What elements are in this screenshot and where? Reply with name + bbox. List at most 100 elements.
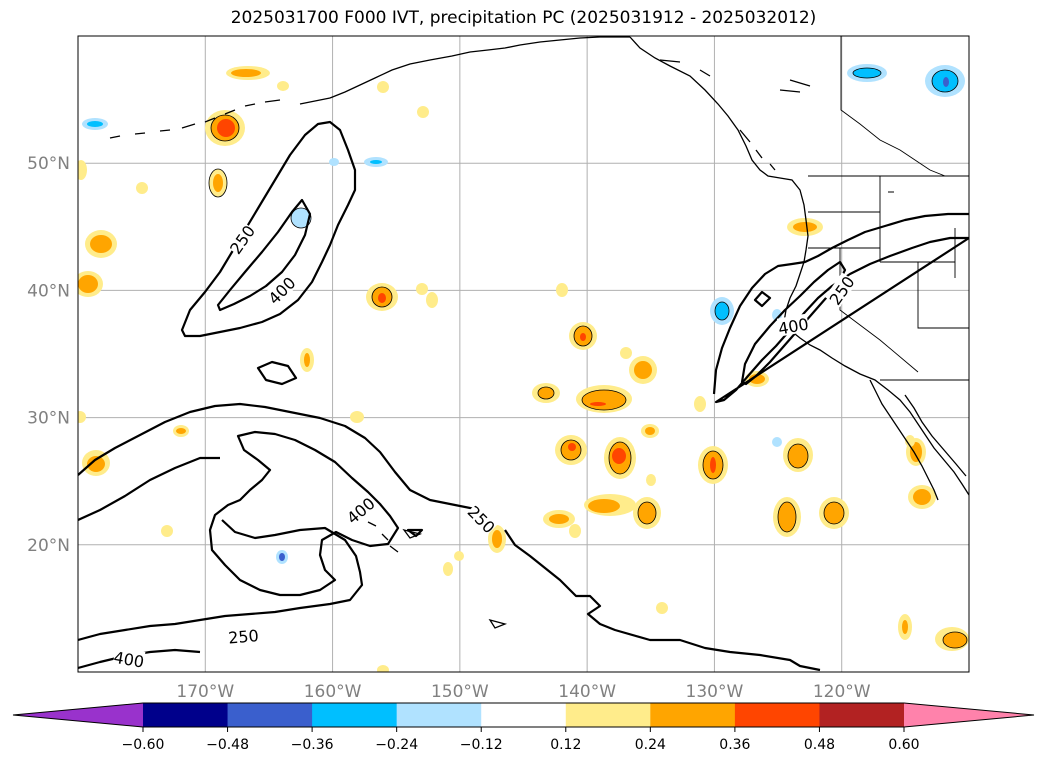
precip-blob — [290, 207, 312, 229]
bc-islands — [659, 59, 811, 171]
precip-blob — [772, 437, 782, 447]
precip-blob — [370, 160, 382, 164]
precip-blob — [78, 275, 98, 293]
precip-blob — [417, 106, 429, 118]
precip-blob — [329, 158, 339, 166]
precip-blob — [161, 525, 173, 537]
colorbar-tick-label: −0.12 — [460, 737, 503, 753]
small-island — [488, 618, 508, 629]
precip-blob — [793, 222, 817, 232]
longitude-tick-labels: 170°W 160°W 150°W 140°W 130°W 120°W — [176, 682, 870, 702]
precip-blob — [443, 562, 453, 576]
precip-blob — [910, 442, 922, 462]
precip-blob — [350, 411, 364, 423]
precip-blob — [772, 309, 782, 321]
precip-blob — [714, 301, 730, 321]
colorbar-tick-label: 0.36 — [719, 737, 750, 753]
lon-tick-label: 160°W — [304, 682, 362, 702]
ivt-contour-400 — [740, 260, 847, 386]
aleutian-islands — [109, 99, 281, 139]
precip-blob — [852, 67, 882, 79]
precip-blob — [905, 435, 915, 447]
colorbar-segment — [396, 703, 482, 727]
precip-blob — [78, 160, 87, 180]
precip-blob — [749, 374, 765, 384]
precip-blob — [277, 81, 289, 91]
contour-label-background — [227, 625, 260, 646]
colorbar-tick-label: −0.48 — [206, 737, 249, 753]
alaska-coast — [329, 36, 630, 99]
precip-blob — [620, 347, 632, 359]
precip-blob — [588, 499, 620, 513]
precip-blob — [645, 427, 655, 435]
contour-label: 400 — [112, 648, 145, 672]
precip-blob — [694, 396, 706, 412]
ivt-contour-400 — [216, 198, 312, 312]
ivt-contour-400 — [208, 430, 400, 597]
lon-tick-label: 120°W — [813, 682, 871, 702]
precip-blob — [637, 501, 657, 525]
colorbar-extend-max — [904, 703, 1034, 727]
precip-blob — [78, 411, 86, 423]
colorbar-tick-label: −0.36 — [291, 737, 334, 753]
precip-blob — [304, 353, 310, 367]
coastlines — [109, 36, 969, 629]
ivt-contour-250 — [712, 212, 969, 404]
gridlines — [78, 36, 969, 672]
lon-tick-label: 130°W — [686, 682, 744, 702]
hawaii-islands — [367, 521, 423, 553]
lat-tick-label: 20°N — [27, 536, 70, 556]
precipitation-anomaly-field — [78, 64, 969, 672]
precip-blob — [634, 361, 652, 379]
lon-tick-label: 150°W — [431, 682, 489, 702]
precip-blob — [777, 501, 797, 533]
ivt-contour-250 — [78, 456, 364, 642]
precip-blob — [913, 489, 931, 505]
map-title: 2025031700 F000 IVT, precipitation PC (2… — [230, 8, 817, 28]
precip-blob — [377, 665, 389, 672]
colorbar-tick-label: 0.60 — [888, 737, 919, 753]
precip-blob — [217, 119, 235, 137]
precip-blob — [646, 474, 656, 486]
colorbar-segment — [481, 703, 567, 727]
precip-blob — [377, 81, 389, 93]
precip-blob — [787, 443, 809, 469]
colorbar-segment — [734, 703, 820, 727]
precip-blob — [590, 402, 606, 406]
precip-blob — [416, 283, 428, 295]
ivt-contour-400 — [406, 528, 424, 538]
contour-label-background — [776, 313, 810, 337]
precip-blob — [569, 524, 581, 538]
precip-blob — [580, 333, 586, 341]
precip-blob — [87, 121, 103, 127]
ivt-contour-250 — [78, 402, 821, 672]
political-borders — [808, 36, 969, 381]
precip-blob — [231, 69, 261, 77]
lat-tick-label: 30°N — [27, 409, 70, 429]
ivt-contour-250 — [180, 120, 357, 338]
gulf-of-california-coast — [904, 394, 967, 477]
map-frame — [77, 35, 970, 673]
lat-tick-label: 40°N — [27, 281, 70, 301]
precip-blob — [537, 386, 555, 400]
precip-blob — [549, 514, 569, 524]
latitude-tick-labels: 20°N 30°N 40°N 50°N — [27, 154, 70, 556]
precip-blob — [612, 448, 626, 464]
precip-blob — [213, 174, 223, 192]
alaska-coast — [299, 97, 331, 105]
precip-blob — [136, 182, 148, 194]
lon-tick-label: 170°W — [176, 682, 234, 702]
precip-blob — [492, 530, 502, 548]
precip-blob — [556, 283, 568, 297]
colorbar-segment — [312, 703, 398, 727]
colorbar-extend-min — [13, 703, 143, 727]
alaska-canada-border — [840, 36, 946, 177]
contour-label: 250 — [227, 626, 259, 648]
colorbar-segment — [565, 703, 651, 727]
precip-blob — [568, 443, 576, 451]
lon-tick-label: 140°W — [558, 682, 616, 702]
baja-california — [869, 379, 939, 501]
contour-label-background — [263, 272, 298, 307]
